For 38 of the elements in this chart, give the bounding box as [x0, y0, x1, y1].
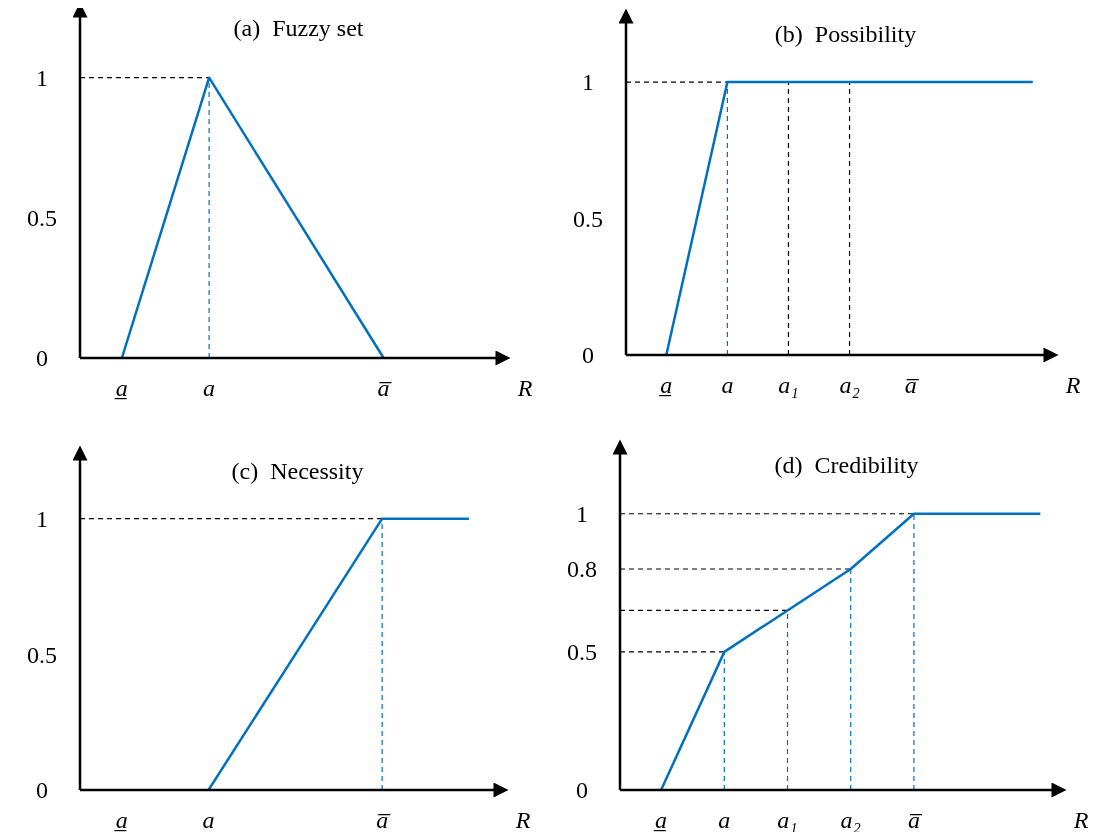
x-tick-label: a₁	[778, 372, 799, 398]
y-tick-label: 0	[582, 342, 594, 369]
x-tick-label: a̲	[653, 807, 668, 833]
x-tick-label: a̅	[376, 807, 391, 833]
y-tick-label: 1	[576, 501, 588, 528]
x-tick-label: a̅	[904, 372, 920, 398]
y-tick-label: 0.5	[27, 205, 57, 232]
chart-title: (c) Necessity	[231, 458, 364, 484]
y-tick-label: 0	[576, 777, 588, 804]
x-tick-label: a̅	[377, 375, 393, 401]
x-tick-label: a̲	[658, 372, 673, 398]
y-tick-label: 1	[582, 69, 594, 96]
x-tick-label: a	[721, 372, 734, 398]
x-axis-title: R	[1072, 807, 1089, 833]
y-tick-label: 0	[36, 777, 48, 804]
x-tick-label: a₂	[840, 807, 861, 833]
x-tick-label: a₂	[839, 372, 860, 398]
y-tick-label: 0.5	[27, 641, 57, 668]
x-axis-title: R	[516, 375, 533, 401]
x-tick-label: a̲	[114, 375, 128, 401]
x-tick-label: a	[718, 807, 731, 833]
y-tick-label: 0.5	[567, 639, 597, 666]
y-tick-label: 0.5	[573, 205, 603, 232]
chart-title: (b) Possibility	[774, 21, 917, 47]
y-tick-label: 1	[36, 65, 48, 92]
x-axis-title: R	[1064, 372, 1081, 398]
x-tick-label: a	[203, 375, 216, 401]
chart-title: (d) Credibility	[774, 452, 919, 478]
x-tick-label: a	[202, 807, 215, 833]
x-axis-title: R	[514, 807, 531, 833]
line-series	[659, 512, 1042, 792]
chart-title: (a) Fuzzy set	[233, 15, 364, 41]
y-tick-label: 0.8	[567, 556, 597, 583]
y-tick-label: 0	[36, 345, 48, 372]
x-tick-label: a₁	[777, 807, 798, 833]
x-tick-label: a̲	[113, 807, 128, 833]
x-tick-label: a̅	[907, 807, 923, 833]
y-tick-label: 1	[36, 506, 48, 533]
